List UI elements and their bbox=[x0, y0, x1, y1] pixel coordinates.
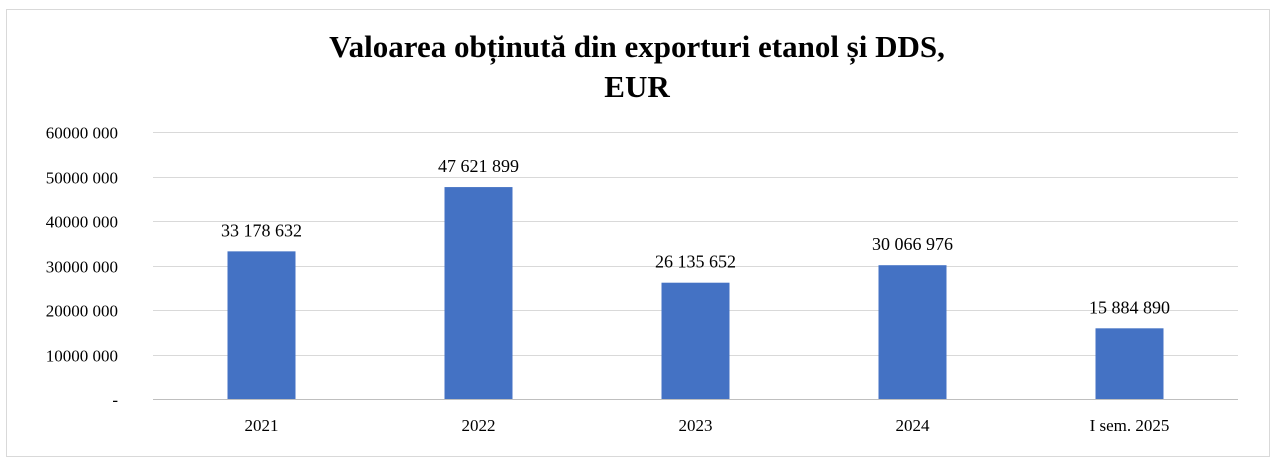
data-label: 15 884 890 bbox=[1089, 297, 1170, 317]
y-tick-label: 30000 000 bbox=[46, 258, 118, 277]
data-label: 47 621 899 bbox=[438, 156, 519, 176]
bar bbox=[227, 251, 296, 399]
y-tick-label: 10000 000 bbox=[46, 347, 118, 366]
bar bbox=[1095, 328, 1164, 399]
data-labels: 33 178 632 47 621 899 26 135 652 30 066 976… bbox=[221, 156, 1170, 317]
bars bbox=[227, 187, 1164, 399]
y-axis-tick-labels: - 10000 000 20000 000 30000 000 40000 000 500… bbox=[46, 124, 119, 410]
x-tick-label: 2024 bbox=[896, 416, 931, 435]
bar bbox=[444, 187, 513, 399]
chart-title: Valoarea obținută din exporturi etanol ș… bbox=[329, 29, 945, 104]
x-tick-label: 2021 bbox=[245, 416, 279, 435]
x-tick-label: 2023 bbox=[679, 416, 713, 435]
data-label: 30 066 976 bbox=[872, 234, 953, 254]
y-tick-label: 40000 000 bbox=[46, 213, 118, 232]
data-label: 33 178 632 bbox=[221, 220, 302, 240]
x-tick-label: 2022 bbox=[462, 416, 496, 435]
x-axis-tick-labels: 2021 2022 2023 2024 I sem. 2025 bbox=[245, 416, 1170, 435]
chart-title-line-1: Valoarea obținută din exporturi etanol ș… bbox=[329, 29, 945, 65]
bar bbox=[661, 282, 730, 399]
y-tick-label: 20000 000 bbox=[46, 302, 118, 321]
y-tick-label: 50000 000 bbox=[46, 169, 118, 188]
x-tick-label: I sem. 2025 bbox=[1090, 416, 1170, 435]
y-tick-label: - bbox=[112, 391, 118, 410]
chart-title-line-2: EUR bbox=[604, 69, 670, 104]
chart-frame bbox=[6, 9, 1270, 457]
bar bbox=[878, 265, 947, 399]
data-label: 26 135 652 bbox=[655, 252, 736, 272]
y-tick-label: 60000 000 bbox=[46, 124, 118, 143]
gridlines bbox=[153, 132, 1238, 400]
